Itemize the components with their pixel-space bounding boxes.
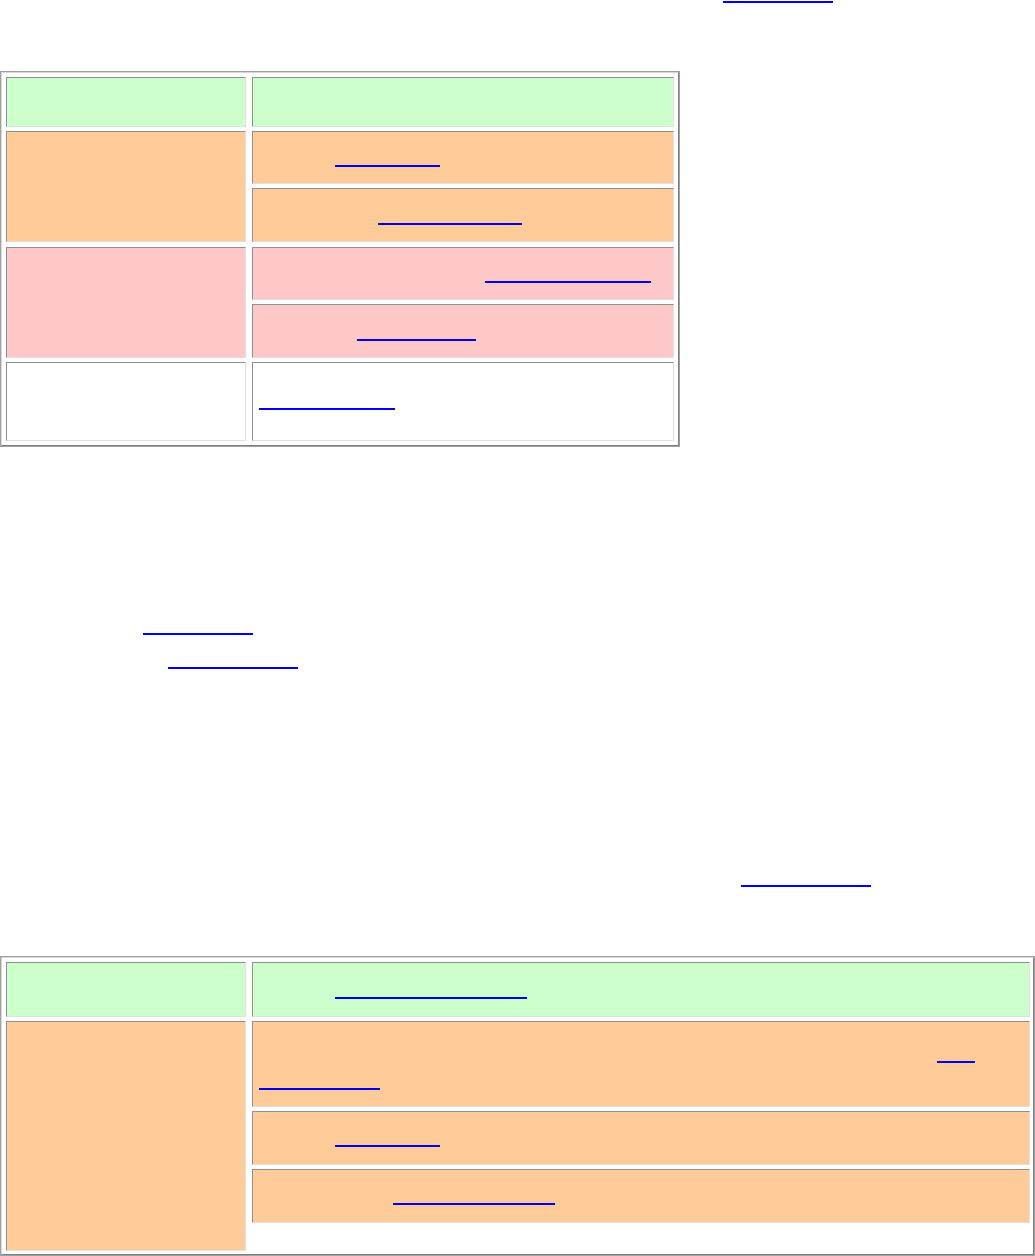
table-cell [6,77,246,127]
link[interactable] [335,997,527,999]
table-cell [6,1021,246,1251]
table-cell [252,362,674,441]
table-cell [252,131,674,184]
table-cell [252,247,674,300]
table-cell [252,962,1030,1017]
link[interactable] [357,339,476,341]
link[interactable] [378,223,522,225]
link[interactable] [485,281,651,283]
link[interactable] [335,165,440,167]
link[interactable] [259,1088,380,1090]
link[interactable] [723,1,833,3]
table [0,71,680,447]
table-cell [252,1169,1030,1223]
table-cell [6,131,246,242]
table-cell [6,247,246,358]
table-cell [252,304,674,358]
link[interactable] [335,1145,440,1147]
table-cell [6,362,246,441]
table-cell [252,77,674,127]
link[interactable] [259,408,395,410]
link[interactable] [741,885,871,887]
table-cell [252,188,674,242]
table-cell [6,962,246,1017]
table-cell [252,1021,1030,1107]
link[interactable] [143,633,253,635]
table-cell [252,1111,1030,1165]
link[interactable] [393,1203,555,1205]
link[interactable] [168,667,298,669]
link[interactable] [937,1061,975,1063]
